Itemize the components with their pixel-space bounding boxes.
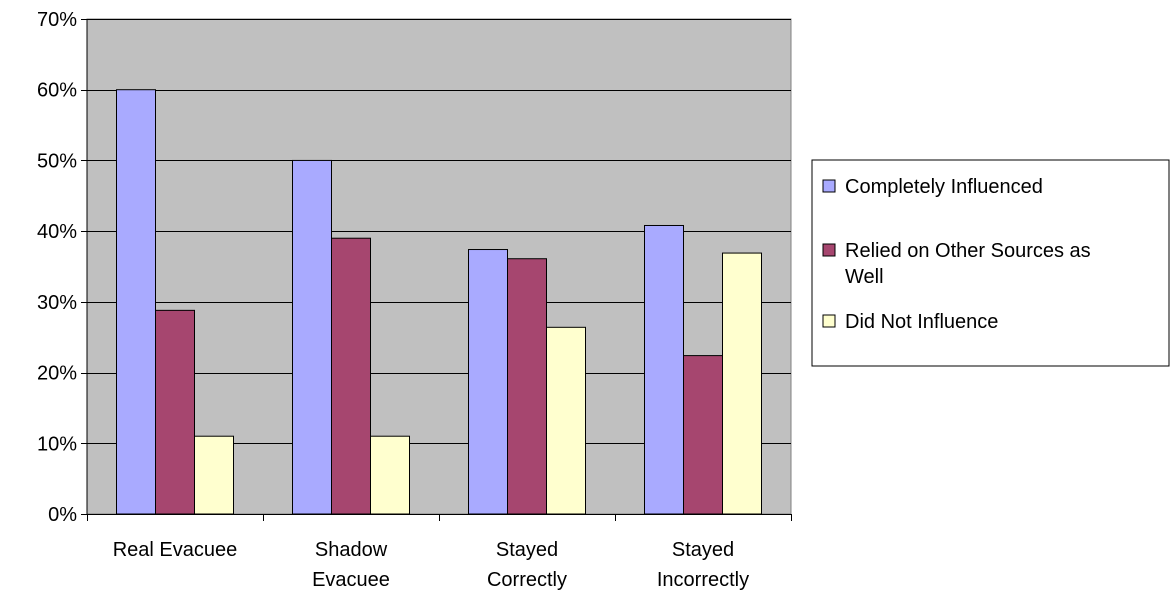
bar: [468, 249, 508, 515]
bar: [155, 309, 195, 515]
y-tick-label: 70%: [37, 9, 77, 31]
x-category-label: Real Evacuee: [113, 539, 238, 561]
y-tick-label: 30%: [37, 292, 77, 314]
legend-label: Did Not Influence: [845, 311, 998, 333]
legend-swatch: [822, 314, 836, 328]
bar: [683, 355, 723, 515]
x-category-label: Stayed Incorrectly: [657, 539, 749, 591]
legend-swatch: [822, 179, 836, 193]
y-tick-label: 10%: [37, 433, 77, 455]
bar: [644, 224, 684, 515]
y-tick-label: 50%: [37, 150, 77, 172]
x-axis-category-labels: Real Evacuee Shadow Evacuee Stayed Correctly…: [113, 539, 749, 591]
y-tick-label: 40%: [37, 221, 77, 243]
bar: [331, 237, 371, 515]
y-tick-label: 20%: [37, 363, 77, 385]
axes: [81, 19, 792, 521]
bar-series: [116, 89, 762, 515]
bar: [292, 159, 332, 515]
bar: [116, 89, 156, 515]
bar: [194, 435, 234, 515]
legend-label: Relied on Other Sources as Well: [845, 240, 1091, 288]
y-axis-tick-labels: 0% 10% 20% 30% 40% 50% 60% 70%: [37, 9, 77, 526]
legend: Completely Influenced Relied on Other Sou…: [811, 159, 1170, 367]
bar: [546, 326, 586, 515]
legend-swatch: [822, 243, 836, 257]
x-category-label: Stayed Correctly: [487, 539, 567, 591]
bar: [507, 258, 547, 515]
y-tick-label: 60%: [37, 80, 77, 102]
legend-box: [811, 159, 1170, 367]
bar: [722, 252, 762, 515]
legend-label: Completely Influenced: [845, 176, 1043, 198]
y-tick-label: 0%: [48, 504, 77, 526]
bar: [370, 435, 410, 515]
x-category-label: Shadow Evacuee: [312, 539, 390, 591]
